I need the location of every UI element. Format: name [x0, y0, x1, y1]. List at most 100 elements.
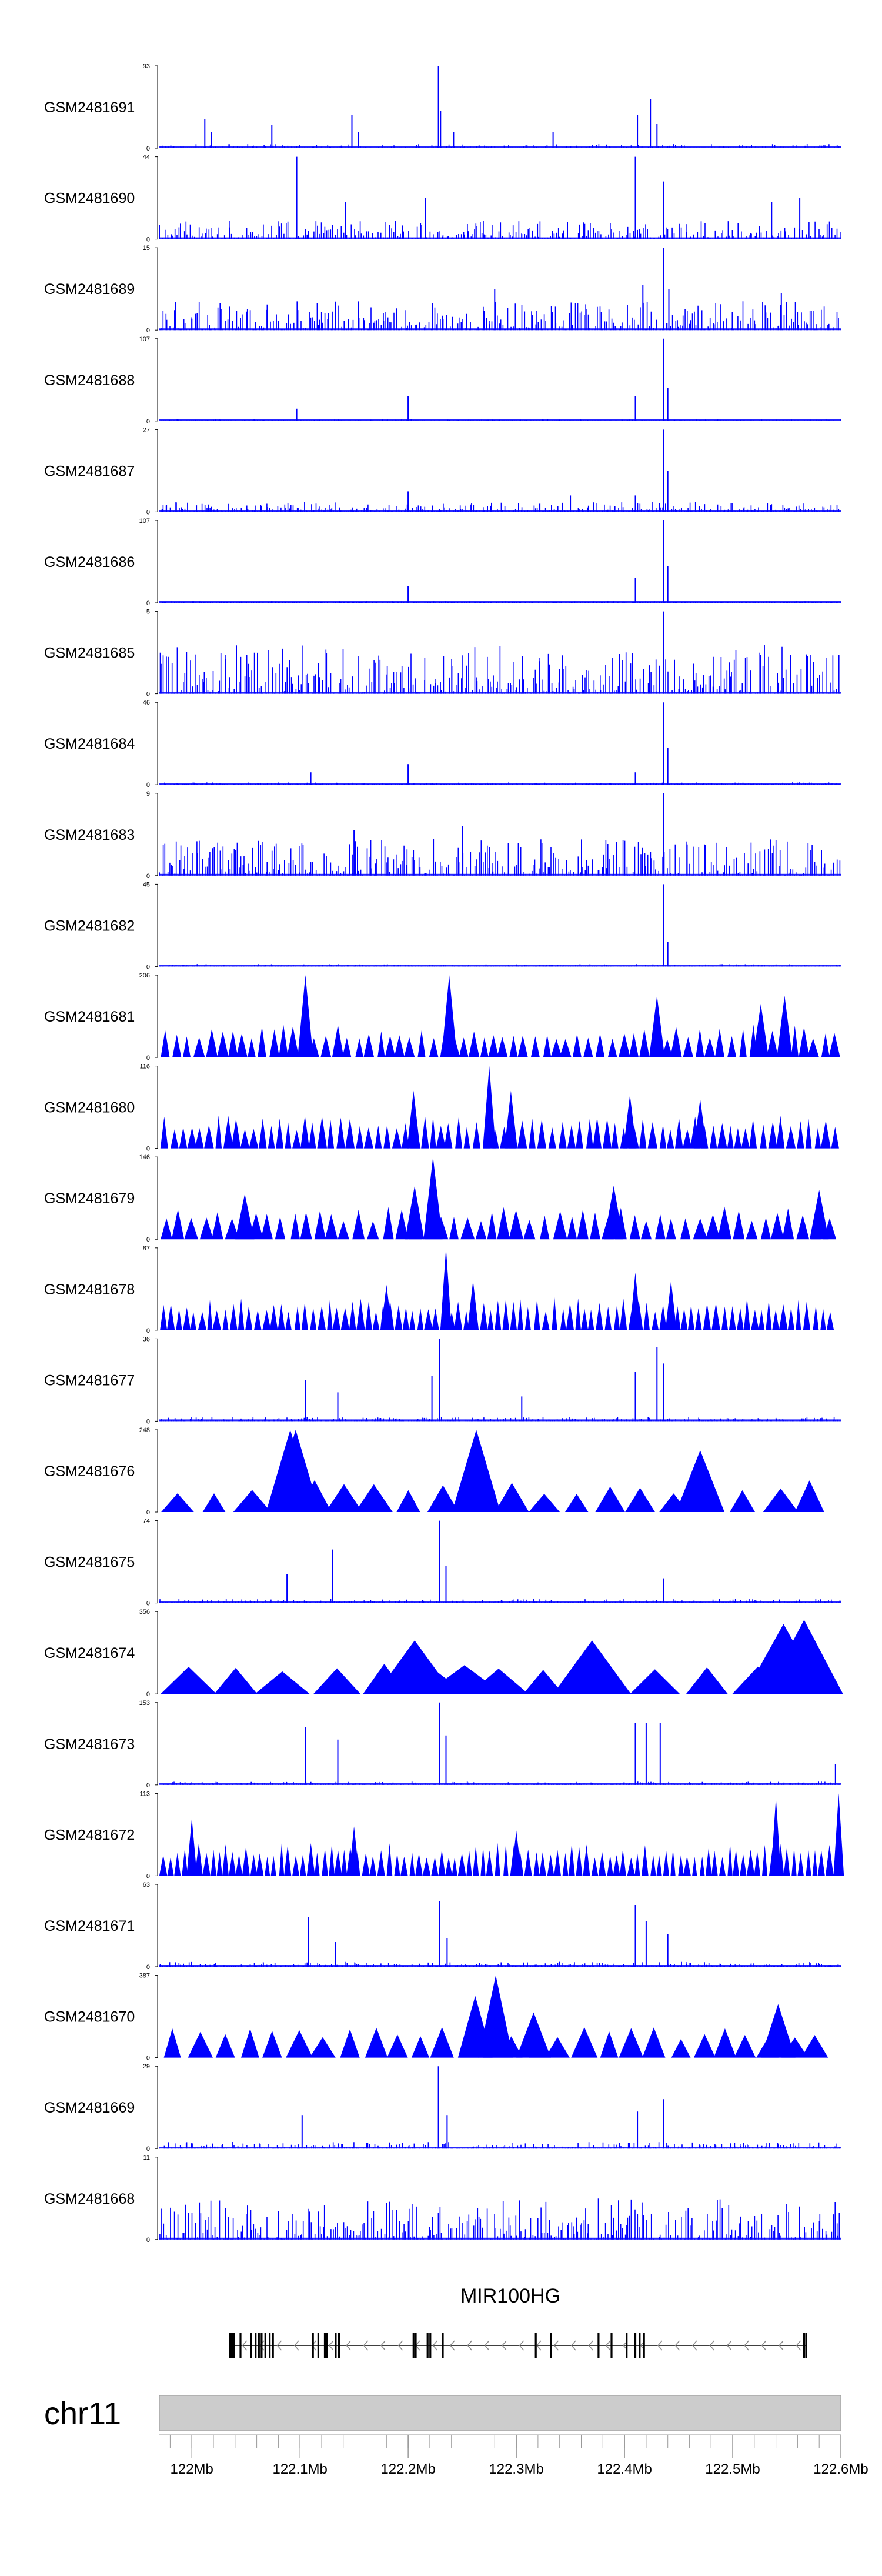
coverage-track: GSM2481669 29 0 — [44, 2063, 841, 2153]
coverage-peak — [765, 1620, 843, 1694]
coverage-peak — [380, 1284, 392, 1330]
track-label: GSM2481672 — [44, 1827, 135, 1843]
gene-exon — [429, 2333, 432, 2358]
coverage-track: GSM2481677 36 0 — [44, 1336, 841, 1425]
coverage-track: GSM2481688 107 0 — [44, 336, 841, 425]
gene-exon — [231, 2333, 233, 2358]
coverage-peak — [810, 1190, 829, 1240]
axis-tick-label: 122.5Mb — [705, 2461, 760, 2477]
coverage-track: GSM2481674 356 0 — [44, 1609, 844, 1698]
strand-arrow — [467, 2340, 472, 2351]
track-label: GSM2481678 — [44, 1282, 135, 1298]
coverage-profile — [160, 1115, 839, 1149]
coverage-track: GSM2481678 87 0 — [44, 1245, 834, 1334]
coverage-baseline — [159, 510, 841, 512]
coverage-peak — [298, 975, 313, 1057]
track-label: GSM2481669 — [44, 2100, 135, 2116]
track-label: GSM2481685 — [44, 645, 135, 662]
coverage-peak — [425, 1665, 503, 1694]
track-label: GSM2481671 — [44, 1918, 135, 1934]
gene-exon — [229, 2333, 231, 2358]
track-min-label: 0 — [146, 1782, 150, 1789]
track-min-label: 0 — [146, 873, 150, 880]
track-min-label: 0 — [146, 2055, 150, 2062]
track-min-label: 0 — [146, 2237, 150, 2244]
coverage-noise — [159, 301, 841, 331]
gene-exon — [258, 2333, 260, 2358]
chromosome-label: chr11 — [44, 2396, 121, 2431]
coverage-peak — [693, 1099, 707, 1149]
coverage-profile — [161, 1479, 824, 1512]
coverage-track: GSM2481670 387 0 — [44, 1973, 828, 2062]
coverage-track: GSM2481685 5 0 — [44, 609, 841, 698]
coverage-noise — [159, 839, 841, 876]
gene-exon — [264, 2333, 266, 2358]
track-min-label: 0 — [146, 1236, 150, 1243]
gene-track: MIR100HG — [229, 2285, 807, 2358]
track-min-label: 0 — [146, 1600, 150, 1607]
strand-arrow — [380, 2340, 386, 2351]
gene-exon — [233, 2333, 235, 2358]
track-max-label: 11 — [143, 2154, 150, 2161]
strand-arrow — [276, 2340, 282, 2351]
strand-arrow — [502, 2340, 507, 2351]
track-max-label: 107 — [139, 518, 150, 525]
track-max-label: 153 — [139, 1700, 150, 1707]
track-max-label: 387 — [139, 1973, 150, 1980]
coverage-baseline — [159, 1783, 841, 1785]
track-max-label: 356 — [139, 1609, 150, 1616]
coverage-profile — [161, 1661, 844, 1694]
coverage-baseline — [159, 965, 841, 967]
gene-exon — [335, 2333, 337, 2358]
gene-exon — [610, 2333, 613, 2358]
coverage-baseline — [159, 419, 841, 421]
track-min-label: 0 — [146, 418, 150, 425]
coverage-track: GSM2481689 15 0 — [44, 245, 841, 334]
gene-exon — [312, 2333, 314, 2358]
strand-arrow — [259, 2340, 265, 2351]
strand-arrow — [519, 2340, 524, 2351]
coverage-track: GSM2481675 74 0 — [44, 1518, 841, 1607]
axis-tick-label: 122.1Mb — [272, 2461, 327, 2477]
coverage-peak — [407, 1090, 420, 1149]
track-label: GSM2481679 — [44, 1190, 135, 1207]
track-max-label: 206 — [139, 972, 150, 979]
track-label: GSM2481668 — [44, 2191, 135, 2207]
track-max-label: 93 — [143, 63, 150, 70]
track-max-label: 248 — [139, 1427, 150, 1434]
track-max-label: 9 — [146, 790, 150, 798]
coverage-peak — [349, 1826, 359, 1876]
strand-arrow — [553, 2340, 559, 2351]
strand-arrow — [570, 2340, 576, 2351]
track-min-label: 0 — [146, 236, 150, 243]
track-max-label: 107 — [139, 336, 150, 343]
coverage-profile — [161, 1025, 840, 1057]
coverage-track: GSM2481673 153 0 — [44, 1700, 841, 1789]
gene-exon — [272, 2333, 274, 2358]
strand-arrow — [744, 2340, 749, 2351]
genome-axis: 122Mb 122.1Mb 122.2Mb 122.3Mb 122.4Mb 122.5Mb… — [159, 2434, 868, 2477]
strand-arrow — [346, 2340, 351, 2351]
gene-exon — [597, 2333, 600, 2358]
track-label: GSM2481675 — [44, 1554, 135, 1571]
coverage-peak — [760, 2004, 796, 2058]
track-min-label: 0 — [146, 2145, 150, 2153]
coverage-peak — [467, 1280, 479, 1330]
track-label: GSM2481689 — [44, 281, 135, 298]
gene-model — [229, 2333, 807, 2358]
coverage-track: GSM2481690 44 0 — [44, 154, 841, 243]
coverage-track: GSM2481680 116 0 — [44, 1063, 839, 1153]
track-label: GSM2481684 — [44, 736, 135, 752]
gene-exon — [239, 2333, 242, 2358]
coverage-tracks: GSM2481691930GSM2481690440GSM2481689150G… — [44, 63, 844, 2244]
gene-exon — [415, 2333, 417, 2358]
coverage-track: GSM2481676 248 0 — [44, 1427, 824, 1516]
coverage-peak — [770, 1797, 781, 1876]
coverage-track: GSM2481683 9 0 — [44, 790, 841, 880]
coverage-peak — [629, 1272, 641, 1330]
coverage-track: GSM2481681 206 0 — [44, 972, 840, 1062]
coverage-peak — [423, 1157, 443, 1240]
strand-arrow — [242, 2340, 248, 2351]
coverage-peak — [665, 1280, 677, 1330]
